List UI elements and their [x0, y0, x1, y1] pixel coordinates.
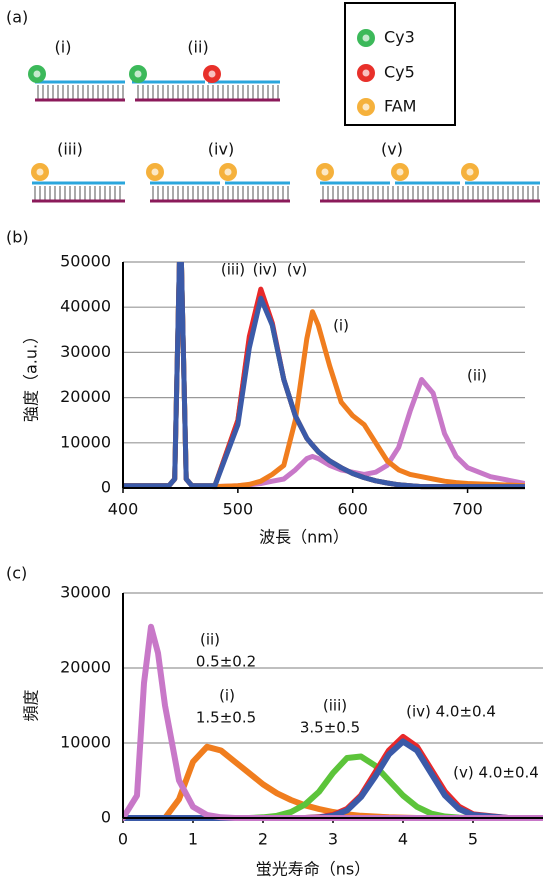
x-tick-label: 500 [223, 500, 254, 519]
x-tick-label: 1 [188, 830, 198, 849]
line-series [123, 743, 543, 821]
annotation: (iii) [221, 261, 245, 279]
annotation: (i) [219, 687, 235, 705]
x-tick-label: 4 [398, 830, 408, 849]
y-tick-label: 50000 [60, 252, 111, 271]
line-series [123, 262, 525, 490]
y-tick-label: 30000 [60, 583, 111, 602]
annotation: (ii) [467, 367, 487, 385]
legend-label: FAM [384, 97, 416, 116]
y-tick-label: 40000 [60, 297, 111, 316]
x-tick-label: 400 [108, 500, 139, 519]
annotation: 1.5±0.5 [196, 709, 256, 727]
y-tick-label: 10000 [60, 733, 111, 752]
x-tick-label: 3 [328, 830, 338, 849]
annotation: (v) 4.0±0.4 [453, 764, 539, 782]
dye-highlight [466, 168, 474, 176]
x-axis-title: 蛍光寿命（ns） [256, 860, 370, 879]
legend-label: Cy5 [384, 63, 415, 82]
y-tick-label: 20000 [60, 658, 111, 677]
dye-highlight [321, 168, 329, 176]
y-axis-title: 強度（a.u.） [22, 328, 41, 422]
dye-highlight [224, 168, 232, 176]
dye-highlight [362, 34, 370, 42]
dye-highlight [362, 103, 370, 111]
annotation: 3.5±0.5 [300, 719, 360, 737]
x-axis-title: 波長（nm） [259, 528, 349, 547]
dye-highlight [33, 70, 41, 78]
construct-label: (iv) [208, 140, 234, 159]
x-tick-label: 600 [337, 500, 368, 519]
y-tick-label: 0 [101, 808, 111, 827]
construct-label: (iii) [57, 140, 83, 159]
x-tick-label: 2 [258, 830, 268, 849]
annotation: 0.5±0.2 [196, 653, 256, 671]
series-group [123, 262, 525, 490]
dye-highlight [134, 70, 142, 78]
construct-label: (ii) [187, 38, 208, 57]
annotation: (iv) [253, 261, 278, 279]
annotation: (iv) 4.0±0.4 [406, 703, 496, 721]
panel-label: (c) [6, 564, 27, 583]
construct-label: (v) [381, 140, 403, 159]
construct-label: (i) [55, 38, 72, 57]
y-tick-label: 20000 [60, 387, 111, 406]
annotation: (i) [333, 317, 349, 335]
annotation: (v) [287, 261, 308, 279]
x-tick-label: 0 [118, 830, 128, 849]
y-tick-label: 0 [101, 478, 111, 497]
x-tick-label: 700 [452, 500, 483, 519]
y-tick-label: 10000 [60, 432, 111, 451]
dye-highlight [36, 168, 44, 176]
annotation: (ii) [200, 631, 220, 649]
dye-highlight [362, 69, 370, 77]
annotation: (iii) [323, 697, 347, 715]
dye-highlight [208, 70, 216, 78]
panel-label: (a) [6, 8, 28, 27]
y-axis-title: 頻度 [22, 689, 41, 721]
y-tick-label: 30000 [60, 342, 111, 361]
dye-highlight [396, 168, 404, 176]
dye-highlight [151, 168, 159, 176]
legend-label: Cy3 [384, 28, 415, 47]
panel-label: (b) [6, 228, 29, 247]
x-tick-label: 5 [468, 830, 478, 849]
